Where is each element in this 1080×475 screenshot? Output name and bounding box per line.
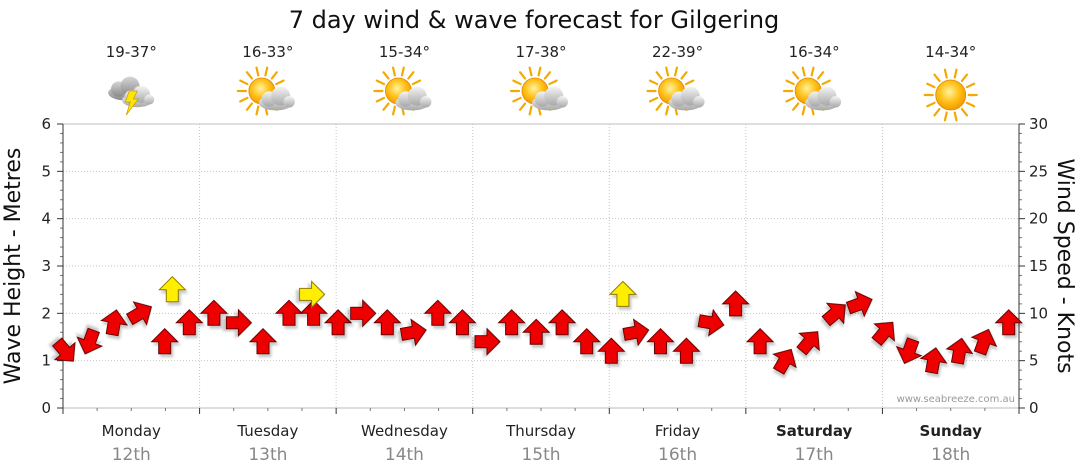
day-name-label: Monday — [102, 422, 161, 440]
wind-arrow — [994, 309, 1023, 336]
wind-arrow — [895, 337, 923, 365]
left-axis-title: Wave Height - Metres — [1, 148, 26, 385]
day-date-label: 15th — [521, 445, 560, 465]
wind-arrow — [521, 318, 551, 345]
wave-arrow — [299, 280, 326, 309]
left-tick-label: 0 — [41, 399, 51, 417]
thunderstorm-icon — [108, 76, 155, 116]
day-date-label: 16th — [658, 445, 697, 465]
wind-arrow — [373, 309, 402, 336]
day-date-label: 18th — [931, 445, 970, 465]
left-tick-label: 2 — [41, 304, 51, 322]
wind-arrow — [448, 309, 477, 336]
wind-arrow — [919, 347, 948, 375]
sunny-icon — [923, 68, 978, 122]
wave-arrow — [158, 275, 187, 303]
temperature-label: 19-37° — [106, 43, 157, 61]
day-name-label: Sunday — [920, 422, 983, 440]
wind-arrow — [199, 299, 229, 326]
wind-arrow — [572, 327, 601, 355]
wind-arrow — [126, 301, 152, 326]
wind-arrow — [51, 337, 76, 362]
left-tick-label: 5 — [41, 162, 51, 180]
right-tick-label: 30 — [1029, 115, 1048, 133]
day-date-label: 12th — [112, 445, 151, 465]
wind-arrow — [821, 302, 846, 327]
wind-arrow — [845, 290, 873, 318]
credit-text: www.seabreeze.com.au — [897, 394, 1015, 405]
left-tick-label: 6 — [41, 115, 51, 133]
wind-arrow — [772, 348, 797, 375]
day-name-label: Friday — [655, 422, 701, 440]
day-name-label: Wednesday — [361, 422, 448, 440]
left-tick-label: 1 — [41, 352, 51, 370]
temperature-label: 16-33° — [242, 43, 293, 61]
day-labels: Monday 12th Tuesday 13th Wednesday 14th Thursd… — [62, 408, 1020, 465]
right-tick-label: 15 — [1029, 257, 1048, 275]
left-tick-label: 4 — [41, 210, 51, 228]
wind-arrow — [871, 321, 895, 347]
right-tick-label: 20 — [1029, 210, 1048, 228]
wind-arrow — [745, 327, 775, 355]
wind-arrow — [622, 318, 650, 347]
partly-cloudy-icon — [236, 66, 295, 116]
wind-arrow — [248, 327, 278, 355]
partly-cloudy-icon — [646, 66, 705, 116]
right-tick-label: 5 — [1029, 352, 1039, 370]
left-tick-label: 3 — [41, 257, 51, 275]
wind-arrow — [299, 299, 328, 326]
wind-arrow — [497, 309, 526, 336]
wind-arrow — [150, 327, 179, 355]
left-axis-ticks: 0 1 2 3 4 5 6 — [41, 115, 64, 417]
wind-arrow — [697, 308, 725, 337]
right-axis-title: Wind Speed - Knots — [1052, 158, 1077, 373]
wind-arrow — [399, 318, 427, 347]
right-axis-ticks: 0 5 10 15 20 25 30 — [1018, 115, 1048, 417]
wave-arrows — [158, 275, 638, 309]
wind-arrow — [474, 327, 501, 356]
wind-arrow — [547, 309, 577, 336]
wind-arrow — [970, 328, 998, 356]
wind-arrow — [646, 327, 675, 355]
partly-cloudy-icon — [373, 66, 432, 116]
wind-arrow — [423, 299, 453, 326]
temperature-row: 19-37° 16-33° 15-34° 17-38° 22-39° 16-34° 14-3… — [106, 43, 977, 61]
day-name-label: Thursday — [505, 422, 576, 440]
wind-arrow — [100, 309, 129, 337]
day-name-label: Saturday — [776, 422, 853, 440]
wind-arrow — [274, 299, 304, 326]
wind-arrow — [175, 309, 204, 336]
wind-arrow — [672, 337, 701, 364]
wind-arrow — [721, 290, 750, 317]
partly-cloudy-icon — [783, 66, 842, 116]
right-tick-label: 10 — [1029, 304, 1048, 322]
wind-arrow — [350, 299, 377, 328]
day-name-label: Tuesday — [236, 422, 298, 440]
wind-arrow — [597, 337, 626, 364]
day-date-label: 13th — [248, 445, 287, 465]
wind-arrow — [796, 331, 820, 356]
weather-icons — [108, 66, 978, 122]
wind-arrows — [51, 290, 1023, 375]
wave-arrow — [608, 280, 638, 307]
chart-title: 7 day wind & wave forecast for Gilgering — [289, 6, 780, 34]
wind-arrow — [76, 327, 104, 355]
temperature-label: 16-34° — [789, 43, 840, 61]
temperature-label: 22-39° — [652, 43, 703, 61]
partly-cloudy-icon — [509, 66, 568, 116]
wind-arrow — [945, 337, 974, 365]
wind-arrow — [225, 308, 253, 338]
day-date-label: 17th — [795, 445, 834, 465]
temperature-label: 14-34° — [925, 43, 976, 61]
temperature-label: 15-34° — [379, 43, 430, 61]
day-date-label: 14th — [385, 445, 424, 465]
temperature-label: 17-38° — [515, 43, 566, 61]
right-tick-label: 0 — [1029, 399, 1039, 417]
right-tick-label: 25 — [1029, 162, 1048, 180]
wind-arrow — [323, 309, 353, 336]
